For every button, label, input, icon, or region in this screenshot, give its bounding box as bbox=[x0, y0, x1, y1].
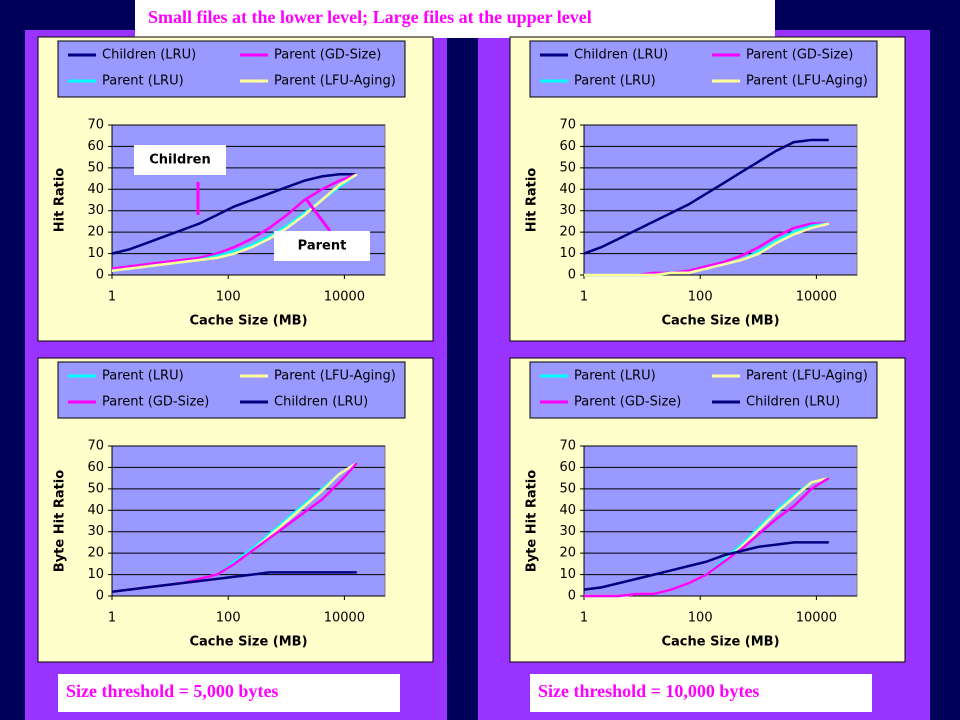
annotation-box bbox=[134, 145, 226, 175]
legend-label: Parent (GD-Size) bbox=[746, 48, 853, 63]
y-tick-label: 70 bbox=[87, 118, 104, 133]
legend bbox=[529, 40, 878, 98]
y-tick-label: 30 bbox=[559, 203, 576, 218]
legend-label: Parent (LFU-Aging) bbox=[746, 74, 868, 89]
y-tick-label: 10 bbox=[559, 567, 576, 582]
legend-label: Parent (LRU) bbox=[102, 74, 184, 89]
chart: 0 10 20 30 40 50 60 70 1 100 10000 Byte Hit Ratio Ca… bbox=[37, 357, 434, 663]
x-axis-title: Cache Size (MB) bbox=[661, 314, 779, 329]
y-tick-label: 20 bbox=[559, 546, 576, 561]
caption-box bbox=[530, 674, 872, 712]
y-tick-label: 60 bbox=[559, 460, 576, 475]
y-tick-label: 0 bbox=[96, 268, 104, 283]
y-tick-label: 0 bbox=[96, 589, 104, 604]
y-axis-title: Byte Hit Ratio bbox=[525, 470, 540, 572]
y-tick-label: 50 bbox=[87, 160, 104, 175]
legend bbox=[529, 361, 878, 419]
caption: Size threshold = 5,000 bytes bbox=[66, 681, 278, 701]
y-tick-label: 70 bbox=[87, 439, 104, 454]
y-tick-label: 40 bbox=[559, 182, 576, 197]
caption-box bbox=[58, 674, 400, 712]
legend-label: Parent (LRU) bbox=[574, 369, 656, 384]
y-tick-label: 40 bbox=[87, 182, 104, 197]
annotation-arrow bbox=[304, 198, 332, 232]
series-line bbox=[111, 173, 358, 270]
legend-label: Parent (LFU-Aging) bbox=[274, 74, 396, 89]
y-tick-label: 40 bbox=[87, 503, 104, 518]
legend-label: Children (LRU) bbox=[746, 395, 840, 410]
series-line bbox=[584, 222, 830, 277]
legend-label: Parent (GD-Size) bbox=[574, 395, 681, 410]
x-tick-label: 10000 bbox=[324, 611, 365, 626]
series-line bbox=[584, 477, 830, 598]
plot-area bbox=[111, 445, 386, 597]
chart: 0 10 20 30 40 50 60 70 1 100 10000 Byte Hit Ratio Ca… bbox=[509, 357, 906, 663]
x-tick-label: 1 bbox=[108, 290, 116, 305]
caption: Size threshold = 10,000 bytes bbox=[538, 681, 759, 701]
legend bbox=[57, 40, 406, 98]
legend-label: Children (LRU) bbox=[274, 395, 368, 410]
x-tick-label: 1 bbox=[580, 611, 588, 626]
x-tick-label: 100 bbox=[688, 611, 713, 626]
legend-label: Parent (GD-Size) bbox=[274, 48, 381, 63]
x-tick-label: 1 bbox=[580, 290, 588, 305]
chart: 0 10 20 30 40 50 60 70 1 100 10000 Hit Ratio Cache S… bbox=[37, 36, 434, 342]
y-tick-label: 30 bbox=[559, 524, 576, 539]
title-box bbox=[135, 0, 775, 38]
y-tick-label: 50 bbox=[87, 481, 104, 496]
legend bbox=[57, 361, 406, 419]
y-tick-label: 0 bbox=[568, 589, 576, 604]
x-tick-label: 10000 bbox=[796, 611, 837, 626]
series-line bbox=[583, 138, 829, 255]
y-tick-label: 30 bbox=[87, 203, 104, 218]
legend-label: Parent (LRU) bbox=[102, 369, 184, 384]
y-tick-label: 60 bbox=[87, 139, 104, 154]
x-tick-label: 10000 bbox=[796, 290, 837, 305]
y-tick-label: 20 bbox=[87, 225, 104, 240]
y-axis-title: Hit Ratio bbox=[525, 168, 540, 233]
x-tick-label: 10000 bbox=[324, 290, 365, 305]
y-tick-label: 70 bbox=[559, 439, 576, 454]
legend-label: Children (LRU) bbox=[102, 48, 196, 63]
y-tick-label: 20 bbox=[559, 225, 576, 240]
y-tick-label: 20 bbox=[87, 546, 104, 561]
y-tick-label: 60 bbox=[559, 139, 576, 154]
legend-label: Children (LRU) bbox=[574, 48, 668, 63]
plot-area bbox=[583, 124, 858, 276]
y-tick-label: 70 bbox=[559, 118, 576, 133]
y-axis-title: Byte Hit Ratio bbox=[53, 470, 68, 572]
slide-title: Small files at the lower level; Large fi… bbox=[148, 7, 592, 27]
y-tick-label: 10 bbox=[559, 246, 576, 261]
x-tick-label: 100 bbox=[216, 290, 241, 305]
y-tick-label: 60 bbox=[87, 460, 104, 475]
chart: 0 10 20 30 40 50 60 70 1 100 10000 Hit Ratio Cache S… bbox=[509, 36, 906, 342]
y-tick-label: 50 bbox=[559, 160, 576, 175]
annotation: Children bbox=[149, 153, 211, 168]
y-axis-title: Hit Ratio bbox=[53, 168, 68, 233]
x-tick-label: 100 bbox=[216, 611, 241, 626]
y-tick-label: 10 bbox=[87, 567, 104, 582]
y-tick-label: 0 bbox=[568, 268, 576, 283]
plot-area bbox=[583, 445, 858, 597]
annotation-box bbox=[274, 231, 370, 261]
legend-label: Parent (LRU) bbox=[574, 74, 656, 89]
x-tick-label: 100 bbox=[688, 290, 713, 305]
x-axis-title: Cache Size (MB) bbox=[661, 635, 779, 650]
x-axis-title: Cache Size (MB) bbox=[189, 314, 307, 329]
series-line bbox=[111, 571, 357, 593]
legend-label: Parent (LFU-Aging) bbox=[746, 369, 868, 384]
annotation: Parent bbox=[298, 239, 347, 254]
legend-label: Parent (LFU-Aging) bbox=[274, 369, 396, 384]
x-axis-title: Cache Size (MB) bbox=[189, 635, 307, 650]
y-tick-label: 10 bbox=[87, 246, 104, 261]
series-line bbox=[111, 173, 357, 255]
y-tick-label: 50 bbox=[559, 481, 576, 496]
y-tick-label: 40 bbox=[559, 503, 576, 518]
y-tick-label: 30 bbox=[87, 524, 104, 539]
series-line bbox=[111, 173, 358, 272]
legend-label: Parent (GD-Size) bbox=[102, 395, 209, 410]
x-tick-label: 1 bbox=[108, 611, 116, 626]
series-line bbox=[583, 541, 829, 591]
